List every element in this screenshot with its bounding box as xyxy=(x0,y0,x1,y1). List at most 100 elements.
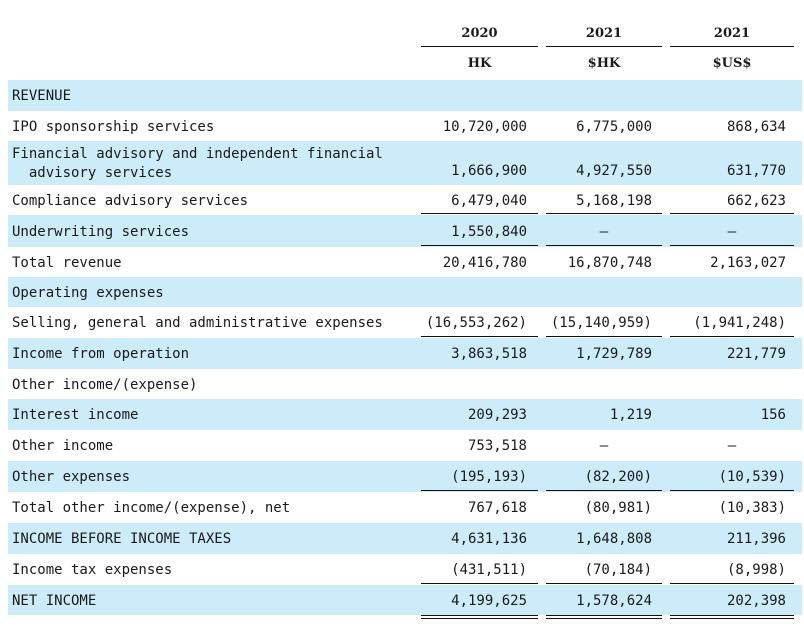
header-rule xyxy=(670,46,794,47)
header-rule xyxy=(546,46,662,47)
value-cell: 4,927,550 xyxy=(576,163,652,179)
value-cell: 10,720,000 xyxy=(442,119,527,135)
value-cell: 209,293 xyxy=(467,407,527,423)
value-cell: 1,648,808 xyxy=(576,531,652,547)
table-row: Selling, general and administrative expe… xyxy=(8,307,802,338)
row-label: Underwriting services xyxy=(12,224,190,240)
value-cell: 202,398 xyxy=(726,593,786,609)
currency-hk-header: HK xyxy=(467,56,492,71)
subtotal-rule xyxy=(670,213,794,214)
year-2021-header: 2021 xyxy=(585,26,623,41)
value-cell: 1,578,624 xyxy=(576,593,652,609)
value-cell: 16,870,748 xyxy=(567,255,652,271)
subtotal-rule xyxy=(546,336,662,337)
row-label: Interest income xyxy=(12,407,139,423)
value-cell: 2,163,027 xyxy=(710,255,786,271)
table-row: INCOME BEFORE INCOME TAXES 4,631,136 1,648… xyxy=(8,523,802,554)
subtotal-rule xyxy=(546,490,662,491)
column-header: 2020 2021 2021 HK $HK $US$ xyxy=(0,0,804,80)
currency-hkd-header: $HK xyxy=(587,56,621,71)
value-cell: (8,998) xyxy=(726,562,786,578)
subtotal-rule xyxy=(546,583,662,584)
subtotal-rule xyxy=(670,245,794,246)
table-row: Interest income 209,293 1,219 156 xyxy=(8,399,802,430)
row-label: Other expenses xyxy=(12,469,131,485)
value-cell: 868,634 xyxy=(726,119,786,135)
value-cell: 4,631,136 xyxy=(451,531,527,547)
value-cell: (10,539) xyxy=(718,469,786,485)
table-row: Compliance advisory services 6,479,040 5,1… xyxy=(8,185,802,215)
total-double-rule xyxy=(421,615,538,619)
value-cell: — xyxy=(599,438,609,454)
row-label: IPO sponsorship services xyxy=(12,119,215,135)
value-cell: 221,779 xyxy=(726,346,786,362)
value-cell: (16,553,262) xyxy=(425,315,527,331)
table-row: Financial advisory and independent finan… xyxy=(8,141,802,185)
table-row: Total other income/(expense), net 767,618… xyxy=(8,492,802,523)
subtotal-rule xyxy=(670,336,794,337)
value-cell: — xyxy=(727,224,737,240)
value-cell: (10,383) xyxy=(718,500,786,516)
value-cell: (70,184) xyxy=(584,562,652,578)
value-cell: (431,511) xyxy=(451,562,527,578)
value-cell: 6,479,040 xyxy=(451,193,527,209)
value-cell: — xyxy=(727,438,737,454)
subtotal-rule xyxy=(546,245,662,246)
row-label: Compliance advisory services xyxy=(12,193,249,209)
row-label: Other income xyxy=(12,438,114,454)
table-row: Total revenue 20,416,780 16,870,748 2,163,0… xyxy=(8,247,802,277)
value-cell: 631,770 xyxy=(726,163,786,179)
subtotal-rule xyxy=(421,583,538,584)
row-label: INCOME BEFORE INCOME TAXES xyxy=(12,531,232,547)
value-cell: 753,518 xyxy=(467,438,527,454)
subtotal-rule xyxy=(421,213,538,214)
value-cell: 767,618 xyxy=(467,500,527,516)
row-label: NET INCOME xyxy=(12,593,97,609)
value-cell: 6,775,000 xyxy=(576,119,652,135)
table-row: IPO sponsorship services 10,720,000 6,775,… xyxy=(8,111,802,141)
table-row: Other income 753,518 — — xyxy=(8,430,802,461)
table-row: Underwriting services 1,550,840 — — xyxy=(8,215,802,247)
total-double-rule xyxy=(670,615,794,619)
value-cell: 20,416,780 xyxy=(442,255,527,271)
value-cell: 156 xyxy=(760,407,786,423)
subtotal-rule xyxy=(421,245,538,246)
row-label: Operating expenses xyxy=(12,285,164,301)
subtotal-rule xyxy=(421,490,538,491)
value-cell: 3,863,518 xyxy=(451,346,527,362)
total-double-rule xyxy=(546,615,662,619)
table-row: Income from operation 3,863,518 1,729,789 2… xyxy=(8,338,802,369)
row-label: Income tax expenses xyxy=(12,562,173,578)
value-cell: (15,140,959) xyxy=(550,315,652,331)
value-cell: 662,623 xyxy=(726,193,786,209)
row-label: Total other income/(expense), net xyxy=(12,500,291,516)
row-label: Income from operation xyxy=(12,346,190,362)
value-cell: (82,200) xyxy=(584,469,652,485)
row-label: Financial advisory and independent finan… xyxy=(12,146,383,181)
row-label: Total revenue xyxy=(12,255,122,271)
value-cell: 1,219 xyxy=(609,407,652,423)
currency-usd-header: $US$ xyxy=(712,56,752,71)
subtotal-rule xyxy=(670,490,794,491)
value-cell: (1,941,248) xyxy=(693,315,786,331)
header-rule xyxy=(421,46,538,47)
table-row: REVENUE xyxy=(8,80,802,111)
table-row: NET INCOME 4,199,625 1,578,624 202,398 xyxy=(8,585,802,619)
value-cell: 1,729,789 xyxy=(576,346,652,362)
value-cell: 1,550,840 xyxy=(451,224,527,240)
year-2020-header: 2020 xyxy=(461,26,498,41)
value-cell: 5,168,198 xyxy=(576,193,652,209)
table-row: Other expenses (195,193) (82,200) (10,539) xyxy=(8,461,802,492)
income-statement-table: REVENUE IPO sponsorship services 10,720,00… xyxy=(0,80,804,619)
year-2021-usd-header: 2021 xyxy=(713,26,751,41)
value-cell: (80,981) xyxy=(584,500,652,516)
table-row: Operating expenses xyxy=(8,277,802,307)
subtotal-rule xyxy=(670,583,794,584)
value-cell: 4,199,625 xyxy=(451,593,527,609)
row-label: REVENUE xyxy=(12,88,72,104)
table-row: Other income/(expense) xyxy=(8,369,802,399)
subtotal-rule xyxy=(421,336,538,337)
value-cell: (195,193) xyxy=(451,469,527,485)
subtotal-rule xyxy=(546,213,662,214)
value-cell: 1,666,900 xyxy=(451,163,527,179)
